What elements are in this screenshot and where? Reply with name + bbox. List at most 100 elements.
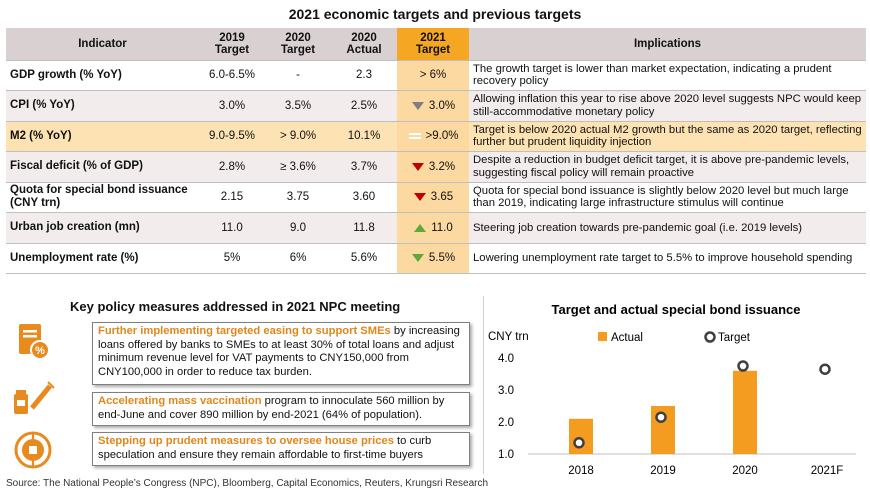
coin-icon	[14, 431, 52, 469]
page-title: 2021 economic targets and previous targe…	[288, 6, 582, 22]
target-2020: 6%	[265, 243, 331, 274]
policy-box-house-prices: Stepping up prudent measures to oversee …	[92, 432, 470, 466]
table-row: Urban job creation (mn) 11.0 9.0 11.8 11.0 St…	[6, 212, 866, 244]
actual-2020: 5.6%	[331, 243, 397, 274]
table-row: Unemployment rate (%) 5% 6% 5.6% 5.5% Lowerin…	[6, 243, 866, 274]
target-2020: > 9.0%	[265, 121, 331, 152]
indicator-name: Fiscal deficit (% of GDP)	[6, 151, 199, 183]
up-arrow-icon	[414, 223, 427, 232]
header-2021-target: 2021 Target	[397, 28, 469, 61]
target-2021: 5.5%	[397, 243, 469, 274]
x-tick-label: 2019	[650, 465, 676, 477]
actual-2020: 2.5%	[331, 90, 397, 122]
policy-section-title: Key policy measures addressed in 2021 NP…	[70, 299, 401, 314]
target-2020: 3.5%	[265, 90, 331, 122]
tax-document-icon: %	[19, 324, 50, 360]
target-2021: 3.65	[397, 182, 469, 213]
section-divider	[483, 296, 484, 474]
svg-text:%: %	[35, 345, 45, 357]
y-axis-label: CNY trn	[488, 331, 529, 343]
indicator-name: GDP growth (% YoY)	[6, 60, 199, 91]
y-tick-label: 4.0	[498, 353, 514, 365]
target-2019: 6.0-6.5%	[199, 60, 265, 91]
policy-head-vaccination: Accelerating mass vaccination	[98, 395, 262, 407]
policy-body-house-prices: to curb speculation and ensure they rema…	[98, 435, 432, 461]
x-tick-label: 2021F	[811, 465, 844, 477]
actual-2020: 11.8	[331, 212, 397, 244]
down-arrow-icon	[411, 254, 424, 263]
header-2019-target: 2019 Target	[199, 28, 265, 61]
target-2019: 5%	[199, 243, 265, 274]
indicator-name: M2 (% YoY)	[6, 121, 199, 152]
table-row: GDP growth (% YoY) 6.0-6.5% -2.3 > 6% The gr…	[6, 60, 866, 91]
target-2020: 9.0	[265, 212, 331, 244]
legend-target-label: Target	[718, 332, 751, 344]
legend-target-marker	[704, 331, 716, 343]
target-2019: 2.15	[199, 182, 265, 213]
legend-actual-swatch	[598, 332, 607, 341]
legend-actual-label: Actual	[611, 332, 643, 344]
table-row: Fiscal deficit (% of GDP) 2.8% ≥ 3.6% 3.7% 3…	[6, 151, 866, 183]
bar-actual	[733, 370, 757, 454]
actual-2020: 10.1%	[331, 121, 397, 152]
x-tick-label: 2018	[568, 465, 594, 477]
target-2021: 3.0%	[397, 90, 469, 122]
indicator-name: Unemployment rate (%)	[6, 243, 199, 274]
table-header-row: Indicator 2019 Target 2020 Target 2020 Actu…	[6, 28, 866, 61]
x-tick-label: 2020	[732, 465, 758, 477]
implication-text: The growth target is lower than market e…	[469, 60, 866, 91]
target-point	[819, 363, 831, 375]
actual-2020: 3.60	[331, 182, 397, 213]
table-row: Quota for special bond issuance (CNY trn…	[6, 182, 866, 213]
y-tick-label: 2.0	[498, 417, 514, 429]
header-indicator: Indicator	[6, 28, 199, 61]
y-tick-label: 3.0	[498, 385, 514, 397]
actual-2020: 2.3	[331, 60, 397, 91]
target-2020: -	[265, 60, 331, 91]
implication-text: Lowering unemployment rate target to 5.5…	[469, 243, 866, 274]
vaccine-icon	[14, 381, 55, 414]
policy-head-house-prices: Stepping up prudent measures to oversee …	[98, 435, 394, 447]
bar-actual	[569, 418, 593, 454]
table-row: CPI (% YoY) 3.0% 3.5% 2.5% 3.0% Allowing infl…	[6, 90, 866, 122]
policy-body-vaccination: program to innoculate 560 million by end…	[98, 395, 445, 421]
policy-head-smes: Further implementing targeted easing to …	[98, 325, 391, 337]
target-2021: 3.2%	[397, 151, 469, 183]
target-point	[737, 360, 749, 372]
header-2020-actual: 2020 Actual	[331, 28, 397, 61]
target-2020: 3.75	[265, 182, 331, 213]
down-arrow-icon	[413, 193, 426, 202]
indicator-table: Indicator 2019 Target 2020 Target 2020 Actu…	[6, 28, 866, 274]
y-tick-label: 1.0	[498, 449, 514, 461]
implication-text: Despite a reduction in budget deficit ta…	[469, 151, 866, 183]
special-bond-chart: Target and actual special bond issuance C…	[488, 302, 856, 477]
implication-text: Allowing inflation this year to rise abo…	[469, 90, 866, 122]
target-2020: ≥ 3.6%	[265, 151, 331, 183]
target-point	[573, 437, 585, 449]
target-2019: 11.0	[199, 212, 265, 244]
target-2019: 9.0-9.5%	[199, 121, 265, 152]
target-2019: 3.0%	[199, 90, 265, 122]
indicator-name: Quota for special bond issuance (CNY trn…	[6, 182, 199, 213]
target-2021: > 6%	[397, 60, 469, 91]
indicator-name: Urban job creation (mn)	[6, 212, 199, 244]
target-2019: 2.8%	[199, 151, 265, 183]
indicator-name: CPI (% YoY)	[6, 90, 199, 122]
down-arrow-icon	[411, 101, 424, 110]
policy-body-smes: by increasing loans offered by banks to …	[98, 325, 460, 378]
header-2020-target: 2020 Target	[265, 28, 331, 61]
header-implications: Implications	[469, 28, 866, 61]
chart-title: Target and actual special bond issuance	[552, 302, 801, 317]
down-arrow-icon	[411, 162, 424, 171]
table-row: M2 (% YoY) 9.0-9.5% > 9.0% 10.1% >9.0% Target…	[6, 121, 866, 152]
implication-text: Quota for special bond issuance is sligh…	[469, 182, 866, 213]
target-2021: 11.0	[397, 212, 469, 244]
policy-box-smes: Further implementing targeted easing to …	[92, 322, 470, 385]
target-point	[655, 411, 667, 423]
equal-sign-icon	[408, 133, 421, 140]
implication-text: Steering job creation towards pre-pandem…	[469, 212, 866, 244]
implication-text: Target is below 2020 actual M2 growth bu…	[469, 121, 866, 152]
source-note: Source: The National People’s Congress (…	[6, 478, 489, 489]
target-2021: >9.0%	[397, 121, 469, 152]
policy-box-vaccination: Accelerating mass vaccination program to…	[92, 392, 470, 426]
